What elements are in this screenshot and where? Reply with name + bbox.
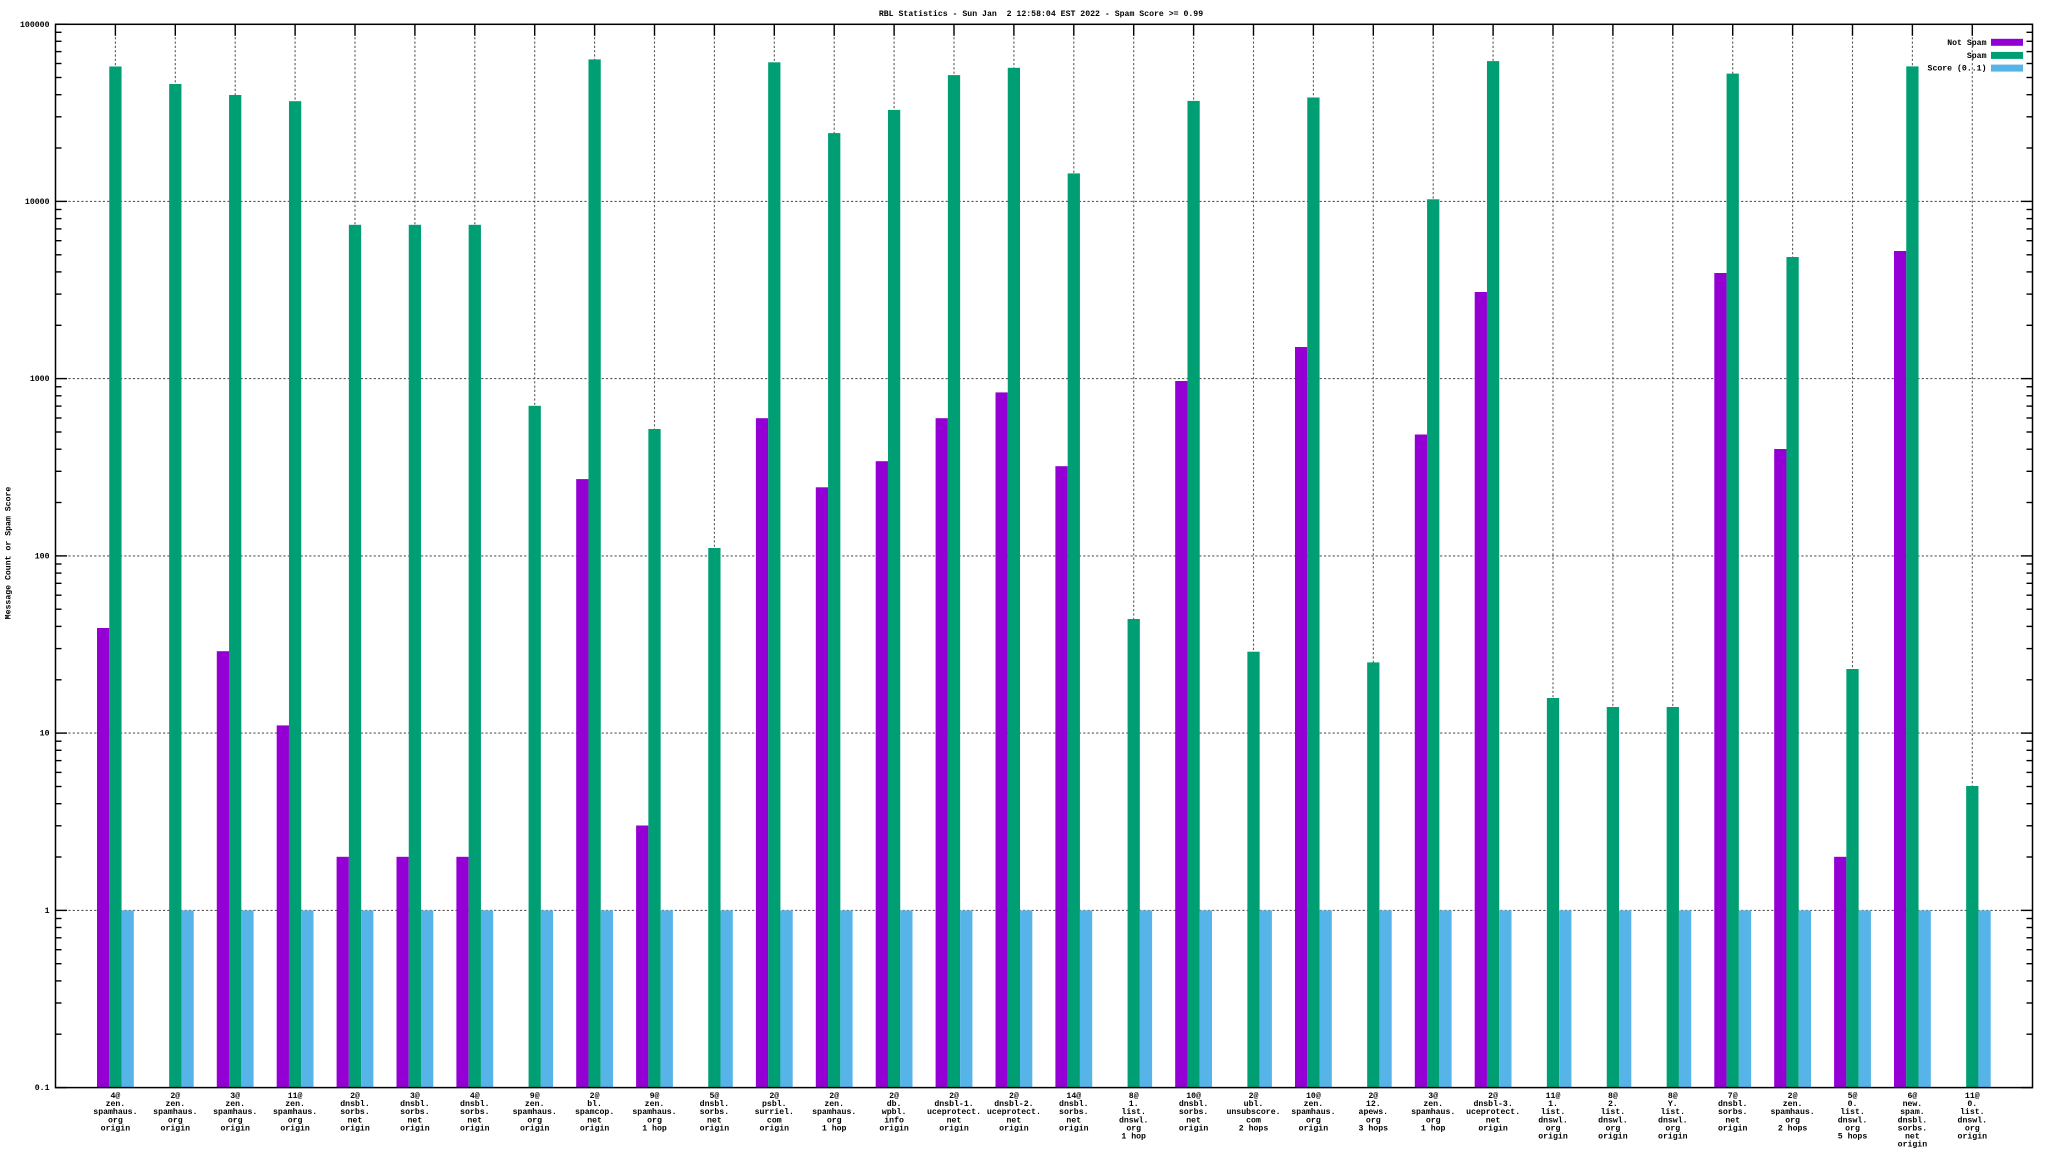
svg-text:100000: 100000: [20, 21, 50, 30]
svg-text:Message Count or Spam Score: Message Count or Spam Score: [5, 487, 14, 620]
svg-text:Spam: Spam: [1967, 52, 1987, 61]
svg-text:0.1: 0.1: [35, 1084, 50, 1093]
svg-text:100: 100: [35, 553, 50, 562]
svg-text:RBL Statistics - Sun Jan 2 12: RBL Statistics - Sun Jan 2 12:58:04 EST …: [879, 9, 1203, 19]
svg-text:10000: 10000: [25, 198, 50, 207]
svg-text:1: 1: [45, 907, 50, 916]
svg-text:Score (0..1): Score (0..1): [1928, 64, 1987, 74]
svg-text:Not Spam: Not Spam: [1947, 39, 1986, 48]
svg-text:10: 10: [40, 730, 50, 739]
svg-text:1000: 1000: [30, 375, 50, 384]
